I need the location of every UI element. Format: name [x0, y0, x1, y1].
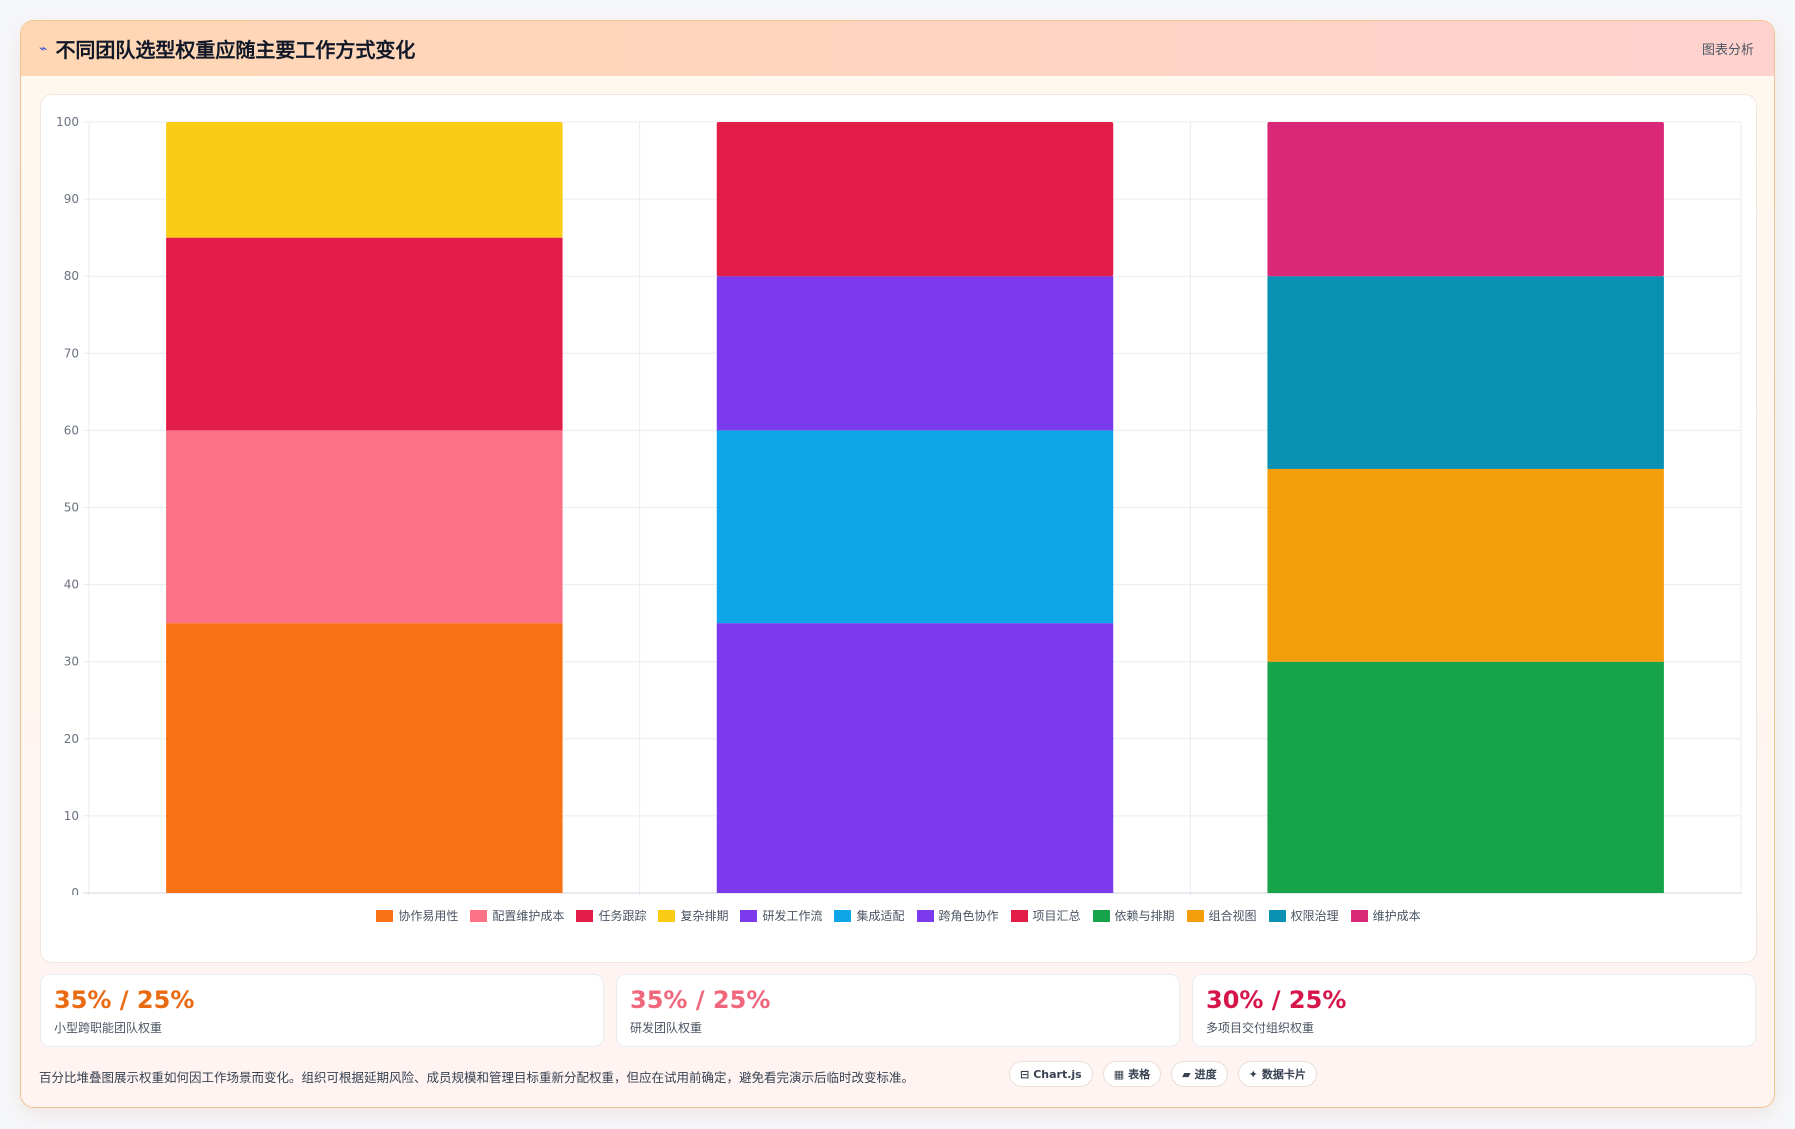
bar-segment [1267, 468, 1664, 662]
legend-swatch [1268, 909, 1286, 922]
legend-swatch [376, 909, 394, 922]
legend-label: 研发工作流 [762, 909, 823, 923]
legend-label: 权限治理 [1290, 909, 1339, 923]
chip-label: 数据卡片 [1261, 1068, 1306, 1081]
stat-value: 30% / 25% [1206, 986, 1347, 1014]
stat-label: 多项目交付组织权重 [1206, 1021, 1315, 1035]
bar-segment [166, 237, 563, 431]
y-tick-label: 30 [64, 655, 79, 669]
legend-label: 项目汇总 [1032, 909, 1081, 923]
stat-value: 35% / 25% [54, 986, 195, 1014]
title-wrap: ⌁ 不同团队选型权重应随主要工作方式变化 [39, 34, 415, 63]
legend-swatch [576, 909, 594, 922]
legend-item[interactable]: 研发工作流 [740, 907, 822, 924]
chip-group: ⊟ Chart.js ▦ 表格 ▰ 进度 ✦ 数据卡片 [1009, 1061, 1317, 1087]
page-title: 不同团队选型权重应随主要工作方式变化 [55, 38, 416, 62]
stacked-bar-chart: 0102030405060708090100小型跨职能团队权重研发团队权重多项目… [56, 115, 1742, 895]
table-icon: ▦ [1113, 1067, 1125, 1081]
legend-item[interactable]: 权限治理 [1268, 907, 1339, 924]
y-tick-label: 50 [64, 501, 79, 515]
card-header: ⌁ 不同团队选型权重应随主要工作方式变化 图表分析 [21, 21, 1774, 76]
y-tick-label: 100 [56, 115, 79, 129]
chart-icon: ⊟ [1020, 1067, 1030, 1081]
footer: 百分比堆叠图展示权重如何因工作场景而变化。组织可根据延期风险、成员规模和管理目标… [39, 1061, 1758, 1095]
legend-item[interactable]: 组合视图 [1186, 907, 1257, 924]
chart-card: ⌁ 不同团队选型权重应随主要工作方式变化 图表分析 0 10 20 30 40 50 60 7… [20, 20, 1775, 1108]
stat-card: 30% / 25% 多项目交付组织权重 [1192, 974, 1756, 1047]
bar-segment [166, 430, 563, 624]
bar-segment [1267, 661, 1664, 893]
bar-segment [716, 276, 1114, 431]
y-tick-label: 20 [64, 732, 79, 746]
stat-label: 研发团队权重 [630, 1021, 703, 1035]
legend-label: 依赖与排期 [1114, 909, 1175, 923]
legend-label: 协作易用性 [398, 909, 459, 923]
legend-swatch [1010, 909, 1028, 922]
stat-card: 35% / 25% 研发团队权重 [616, 974, 1180, 1047]
legend-swatch [658, 909, 676, 922]
bar-segment [166, 623, 563, 893]
legend-item[interactable]: 跨角色协作 [916, 907, 999, 924]
legend-item[interactable]: 项目汇总 [1010, 907, 1081, 924]
legend-item[interactable]: 协作易用性 [376, 907, 458, 924]
chip-button[interactable]: ▰ 进度 [1171, 1061, 1228, 1087]
legend-item[interactable]: 配置维护成本 [470, 907, 564, 924]
chart-legend: 协作易用性 配置维护成本 任务跟踪 复杂排期 研发工作流 集成适配 跨角色协作 项目汇总 依赖与… [41, 907, 1756, 924]
legend-swatch [1186, 909, 1204, 922]
legend-item[interactable]: 集成适配 [834, 907, 905, 924]
legend-item[interactable]: 复杂排期 [658, 907, 728, 924]
chip-label: Chart.js [1033, 1067, 1082, 1081]
chart-analysis-link[interactable]: 图表分析 [1701, 43, 1754, 58]
legend-swatch [740, 909, 758, 922]
bar-segment [166, 122, 563, 238]
bar-segment [716, 122, 1114, 277]
legend-label: 配置维护成本 [492, 909, 565, 923]
progress-icon: ▰ [1182, 1067, 1191, 1081]
legend-item[interactable]: 维护成本 [1350, 907, 1421, 924]
legend-swatch [834, 909, 852, 922]
chip-button[interactable]: ▦ 表格 [1102, 1061, 1162, 1087]
legend-label: 维护成本 [1372, 909, 1421, 923]
legend-label: 集成适配 [856, 909, 905, 923]
chip-label: 进度 [1194, 1068, 1217, 1081]
legend-swatch [1350, 909, 1368, 922]
y-tick-label: 90 [64, 192, 79, 206]
chip-button[interactable]: ✦ 数据卡片 [1237, 1061, 1317, 1087]
stat-label: 小型跨职能团队权重 [54, 1021, 163, 1035]
stat-card: 35% / 25% 小型跨职能团队权重 [40, 974, 604, 1047]
y-tick-label: 60 [64, 423, 79, 437]
y-tick-label: 80 [64, 269, 79, 283]
footnote: 百分比堆叠图展示权重如何因工作场景而变化。组织可根据延期风险、成员规模和管理目标… [39, 1070, 915, 1085]
legend-label: 任务跟踪 [598, 909, 647, 923]
legend-label: 跨角色协作 [938, 909, 999, 923]
legend-swatch [470, 909, 488, 922]
legend-item[interactable]: 依赖与排期 [1092, 907, 1175, 924]
legend-label: 复杂排期 [680, 909, 729, 923]
legend-item[interactable]: 任务跟踪 [576, 907, 646, 924]
y-tick-label: 70 [64, 346, 79, 360]
chip-button[interactable]: ⊟ Chart.js [1009, 1061, 1093, 1087]
stat-cards: 35% / 25% 小型跨职能团队权重 35% / 25% 研发团队权重 30% / 2… [40, 974, 1757, 1047]
bar-segment [1267, 276, 1664, 469]
chart-area: 0102030405060708090100小型跨职能团队权重研发团队权重多项目… [40, 94, 1757, 963]
trend-line-icon: ⌁ [39, 40, 48, 57]
bar-segment [716, 430, 1114, 624]
y-tick-label: 0 [71, 886, 79, 895]
stat-value: 35% / 25% [630, 986, 771, 1014]
legend-swatch [916, 909, 934, 922]
y-tick-label: 40 [64, 578, 79, 592]
chip-label: 表格 [1128, 1068, 1151, 1081]
legend-swatch [1092, 909, 1110, 922]
sparkle-icon: ✦ [1248, 1067, 1258, 1081]
y-tick-label: 10 [64, 809, 79, 823]
bar-segment [1267, 122, 1664, 277]
bar-segment [716, 623, 1114, 893]
legend-label: 组合视图 [1208, 909, 1257, 923]
